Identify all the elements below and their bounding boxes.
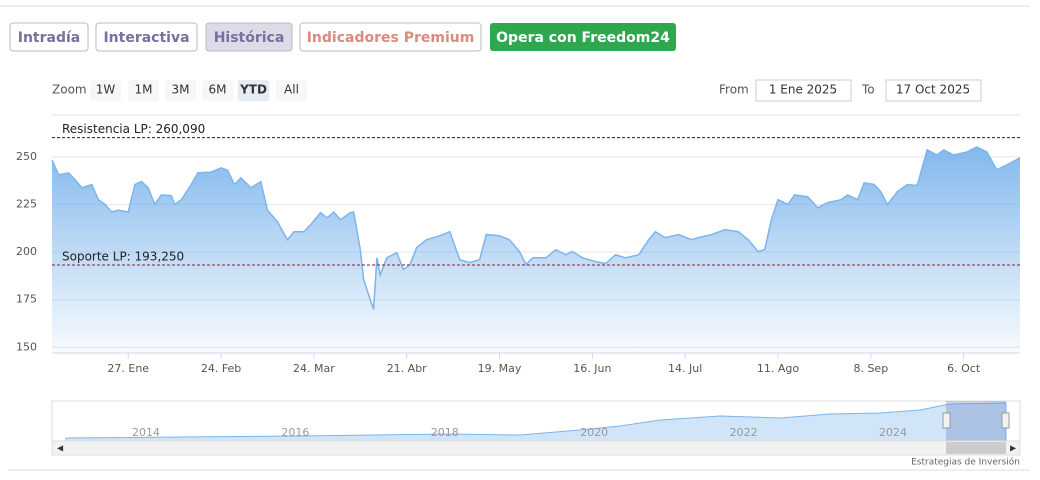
from-input[interactable] xyxy=(755,79,852,102)
tab-label: Interactiva xyxy=(103,30,189,46)
navigator-label: 2020 xyxy=(580,426,608,439)
zoom-label: Zoom xyxy=(52,83,87,97)
x-tick-label: 19. May xyxy=(478,362,522,375)
zoom-button-label: 1W xyxy=(96,83,116,97)
zoom-button[interactable] xyxy=(90,80,121,101)
to-input[interactable] xyxy=(885,79,982,102)
y-tick-label: 250 xyxy=(16,150,37,163)
zoom-button[interactable] xyxy=(238,80,269,101)
x-tick-label: 14. Jul xyxy=(668,362,702,375)
y-tick-label: 175 xyxy=(16,293,37,306)
navigator-label: 2022 xyxy=(730,426,758,439)
tab-label: Intradía xyxy=(18,30,81,46)
to-label: To xyxy=(861,83,875,97)
zoom-button[interactable] xyxy=(128,80,159,101)
navigator xyxy=(51,400,1021,442)
tab[interactable] xyxy=(299,22,482,52)
scrollbar-thumb[interactable] xyxy=(946,442,1006,454)
scrollbar[interactable] xyxy=(51,440,1021,456)
tab[interactable] xyxy=(205,22,293,52)
level-label: Soporte LP: 193,250 xyxy=(62,249,184,263)
navigator-label: 2016 xyxy=(281,426,309,439)
navigator-selection[interactable] xyxy=(946,401,1006,441)
navigator-label: 2024 xyxy=(879,426,907,439)
from-label: From xyxy=(719,83,749,97)
to-value: 17 Oct 2025 xyxy=(896,83,970,97)
navigator-handle[interactable] xyxy=(942,412,951,429)
tab-label: Opera con Freedom24 xyxy=(496,30,670,46)
zoom-button[interactable] xyxy=(202,80,233,101)
credit: Estrategias de Inversión xyxy=(911,457,1020,468)
tab-label: Histórica xyxy=(214,30,285,46)
navigator-handle[interactable] xyxy=(1001,412,1010,429)
zoom-button-label: 3M xyxy=(172,83,190,97)
zoom-button-label: All xyxy=(284,83,299,97)
x-tick-label: 8. Sep xyxy=(853,362,888,375)
area-fill xyxy=(52,146,1020,353)
from-value: 1 Ene 2025 xyxy=(769,83,837,97)
tab[interactable] xyxy=(95,22,198,52)
navigator-label: 2014 xyxy=(132,426,160,439)
scroll-arrow[interactable]: ▶ xyxy=(1010,444,1017,453)
y-tick-label: 150 xyxy=(16,340,37,353)
x-tick-label: 27. Ene xyxy=(107,362,149,375)
level-label: Resistencia LP: 260,090 xyxy=(62,122,205,136)
zoom-button[interactable] xyxy=(165,80,196,101)
tab[interactable] xyxy=(490,23,676,51)
x-tick-label: 6. Oct xyxy=(947,362,981,375)
zoom-button-label: 6M xyxy=(209,83,227,97)
tab[interactable] xyxy=(9,22,89,52)
x-tick-label: 16. Jun xyxy=(573,362,611,375)
y-tick-label: 200 xyxy=(16,245,37,258)
tab-label: Indicadores Premium xyxy=(307,30,475,46)
x-tick-label: 11. Ago xyxy=(757,362,799,375)
price-line xyxy=(51,146,1021,310)
x-tick-label: 24. Mar xyxy=(293,362,335,375)
y-tick-label: 225 xyxy=(16,197,37,210)
scroll-arrow[interactable]: ◀ xyxy=(57,444,64,453)
zoom-button-label: YTD xyxy=(239,83,267,97)
navigator-label: 2018 xyxy=(431,426,459,439)
x-tick-label: 24. Feb xyxy=(201,362,241,375)
x-tick-label: 21. Abr xyxy=(387,362,427,375)
zoom-button-label: 1M xyxy=(135,83,153,97)
zoom-button[interactable] xyxy=(276,80,307,101)
